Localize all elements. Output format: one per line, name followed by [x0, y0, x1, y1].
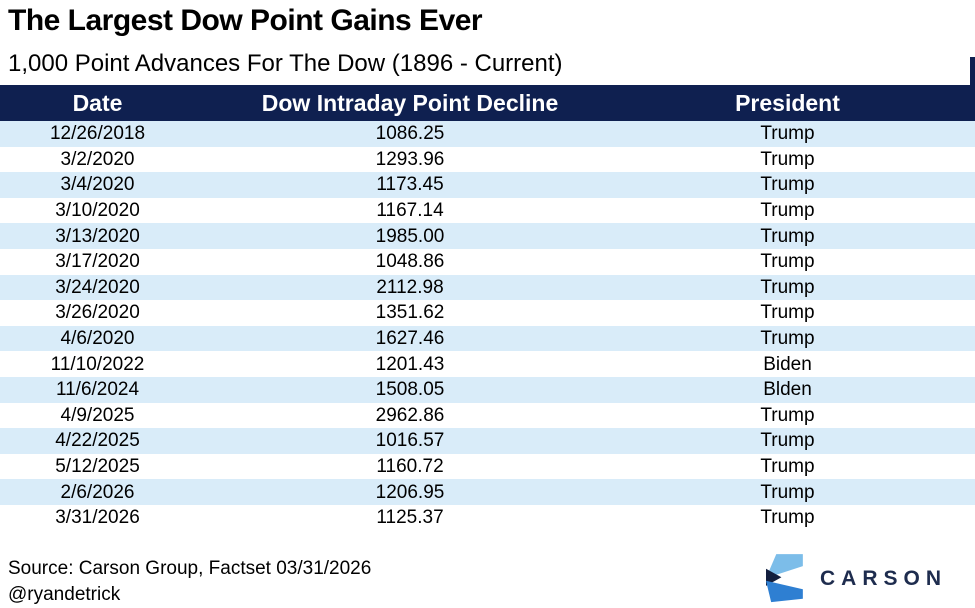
table-row: 3/26/2020 1351.62 Trump — [0, 300, 975, 326]
table-cell: 1201.43 — [375, 353, 445, 375]
table-cell: Trump — [760, 507, 815, 529]
table-cell: Trump — [760, 302, 815, 324]
table-cell: 1206.95 — [375, 481, 445, 503]
table-right-border — [970, 57, 975, 86]
table-row: 3/31/2026 1125.37 Trump — [0, 504, 975, 531]
table-row: 3/10/2020 1167.14 Trump — [0, 197, 975, 224]
source-note: Source: Carson Group, Factset 03/31/2026 — [8, 558, 372, 579]
table-row: 11/6/2024 1508.05 Blden — [0, 376, 975, 403]
table-cell: 11/10/2022 — [50, 353, 145, 375]
table-cell: 1173.45 — [376, 174, 444, 196]
table-cell: Trump — [760, 200, 815, 222]
table-row: 3/24/2020 2112.98 Trump — [0, 274, 975, 301]
table-row: 3/2/2020 1293.96 Trump — [0, 146, 975, 173]
table-cell: 1086.25 — [375, 123, 445, 145]
table-cell: Trump — [760, 225, 815, 247]
table-cell: 3/2/2020 — [60, 148, 135, 170]
table-cell: 3/10/2020 — [55, 200, 140, 222]
table-cell: 12/26/2018 — [49, 123, 146, 145]
dow-table-body: 12/26/2018 1086.25 Trump 3/2/2020 1293.96 Tru… — [0, 121, 975, 531]
table-cell: 1985.00 — [375, 225, 445, 247]
table-row: 11/10/2022 1201.43 Biden — [0, 351, 975, 377]
table-cell: Trump — [760, 251, 815, 273]
table-cell: 3/31/2026 — [55, 507, 140, 529]
table-cell: 1627.46 — [375, 328, 445, 350]
table-cell: 3/24/2020 — [55, 276, 140, 298]
table-row: 4/6/2020 1627.46 Trump — [0, 325, 975, 352]
table-cell: 1351.62 — [375, 302, 445, 324]
table-row: 3/13/2020 1985.00 Trump — [0, 223, 975, 249]
table-cell: 1016.57 — [375, 430, 445, 452]
table-cell: Trump — [760, 174, 815, 196]
column-header: Dow Intraday Point Decline — [261, 89, 559, 116]
table-cell: Trump — [760, 148, 815, 170]
table-cell: 2/6/2026 — [60, 481, 135, 503]
carson-logo: CARSON — [760, 552, 947, 606]
table-header-row: Date Dow Intraday Point Decline President — [0, 85, 975, 121]
table-cell: 4/9/2025 — [60, 404, 135, 426]
table-cell: 3/13/2020 — [55, 225, 140, 247]
table-row: 12/26/2018 1086.25 Trump — [0, 121, 975, 147]
table-cell: 1167.14 — [376, 200, 444, 222]
table-cell: 2962.86 — [375, 404, 445, 426]
table-cell: 1508.05 — [375, 379, 445, 401]
page-title: The Largest Dow Point Gains Ever — [8, 4, 483, 37]
table-row: 4/9/2025 2962.86 Trump — [0, 402, 975, 429]
table-cell: Trump — [760, 404, 815, 426]
table-cell: 1125.37 — [376, 507, 444, 529]
carson-logo-icon — [765, 554, 803, 603]
table-cell: Trump — [760, 328, 815, 350]
table-cell: 11/6/2024 — [55, 379, 140, 401]
table-cell: Blden — [763, 379, 812, 401]
table-row: 3/17/2020 1048.86 Trump — [0, 248, 975, 275]
table-cell: Biden — [763, 353, 812, 375]
dow-gains-table: Date Dow Intraday Point Decline President … — [0, 85, 975, 531]
table-cell: 1160.72 — [376, 456, 444, 478]
table-row: 5/12/2025 1160.72 Trump — [0, 453, 975, 480]
table-row: 2/6/2026 1206.95 Trump — [0, 479, 975, 505]
table-cell: 5/12/2025 — [55, 456, 140, 478]
table-row: 3/4/2020 1173.45 Trump — [0, 172, 975, 198]
table-cell: 3/26/2020 — [55, 302, 140, 324]
table-cell: Trump — [760, 123, 815, 145]
table-cell: Trump — [760, 276, 815, 298]
table-cell: Trump — [760, 456, 815, 478]
table-cell: 4/22/2025 — [55, 430, 140, 452]
table-cell: 2112.98 — [376, 276, 444, 298]
table-cell: Trump — [760, 481, 815, 503]
table-cell: Trump — [760, 430, 815, 452]
table-cell: 1048.86 — [375, 251, 445, 273]
column-header: President — [735, 89, 840, 116]
table-cell: 3/17/2020 — [55, 251, 140, 273]
page-subtitle: 1,000 Point Advances For The Dow (1896 -… — [8, 50, 563, 77]
carson-wordmark: CARSON — [819, 567, 947, 590]
table-cell: 4/6/2020 — [60, 328, 135, 350]
table-row: 4/22/2025 1016.57 Trump — [0, 428, 975, 454]
table-cell: 1293.96 — [375, 148, 445, 170]
author-handle: @ryandetrick — [8, 584, 121, 605]
column-header: Date — [72, 89, 123, 116]
table-cell: 3/4/2020 — [60, 174, 135, 196]
